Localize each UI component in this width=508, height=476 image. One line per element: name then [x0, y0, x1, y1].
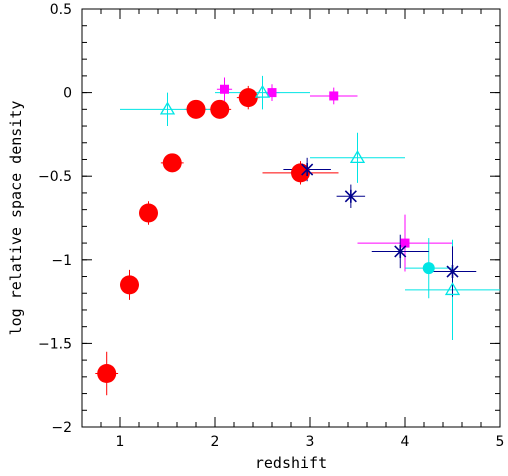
data-point-circle	[186, 99, 206, 119]
data-point-triangle	[254, 84, 271, 98]
data-point-square	[267, 88, 277, 98]
x-tick-label: 4	[401, 434, 410, 450]
x-tick-labels: 1 2 3 4 5	[116, 434, 505, 450]
data-point-circle	[97, 363, 117, 383]
x-axis-title: redshift	[255, 454, 327, 472]
data-point-triangle	[349, 150, 366, 164]
data-point-square	[400, 238, 410, 248]
data-point-triangle	[444, 282, 461, 296]
x-tick-label: 1	[116, 434, 125, 450]
data-point-circle	[162, 153, 182, 173]
data-point-triangle	[159, 101, 176, 115]
y-tick-labels: 0.5 0 −0.5 −1 −1.5 −2	[38, 2, 72, 436]
axis-ticks	[81, 8, 501, 428]
y-tick-label: 0.5	[50, 2, 72, 18]
data-point-circle	[120, 275, 139, 295]
y-tick-label: −2	[51, 420, 72, 436]
x-tick-label: 5	[496, 434, 505, 450]
y-axis-title: log relative space density	[7, 101, 25, 336]
data-point-square	[220, 84, 229, 94]
y-tick-label: −1	[51, 253, 72, 269]
data-point-circle	[210, 99, 230, 119]
y-tick-label: −0.5	[38, 169, 72, 185]
data-point-square	[329, 91, 339, 101]
y-tick-label: −1.5	[38, 336, 72, 352]
data-markers	[97, 84, 461, 383]
data-point-circle	[139, 203, 158, 223]
data-point-circle	[238, 88, 258, 108]
y-tick-label: 0	[63, 86, 72, 102]
x-tick-label: 2	[211, 434, 220, 450]
error-bars	[95, 75, 500, 396]
x-tick-label: 3	[306, 434, 315, 450]
data-point-circle	[422, 262, 435, 275]
